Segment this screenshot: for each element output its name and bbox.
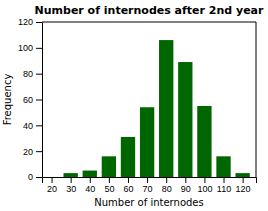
bar: [83, 171, 97, 177]
tick-label: 80: [162, 184, 172, 194]
tick-mark: [36, 125, 42, 126]
tick-mark: [71, 177, 72, 183]
tick-label: 60: [123, 184, 133, 194]
tick: 50: [104, 177, 114, 194]
tick: 110: [217, 177, 231, 194]
axis-line: [36, 23, 43, 178]
tick-label: 70: [143, 184, 153, 194]
tick: 80: [23, 69, 42, 79]
x-axis-title: Number of internodes: [94, 197, 203, 208]
tick-mark: [128, 177, 129, 183]
bar: [44, 177, 58, 178]
y-axis: 0 20 40 60 80 100 120: [18, 17, 43, 182]
tick-label: 120: [18, 17, 33, 27]
tick: 0: [28, 172, 42, 182]
tick-mark: [36, 22, 42, 23]
tick: 60: [23, 95, 42, 105]
tick-label: 110: [217, 184, 231, 194]
tick: 100: [18, 43, 42, 53]
tick-mark: [224, 177, 225, 183]
bar: [63, 173, 77, 177]
axis-line: [43, 178, 257, 184]
frame: [256, 22, 257, 177]
tick-mark: [36, 48, 42, 49]
y-axis-title: Frequency: [2, 74, 13, 126]
tick-label: 100: [18, 43, 33, 53]
frame: [42, 22, 256, 23]
x-axis: 20 30 40 50 60 70 80 90 100 110 120: [43, 177, 257, 194]
bar: [235, 173, 249, 177]
tick-label: 80: [23, 69, 33, 79]
tick-label: 40: [85, 184, 95, 194]
tick-mark: [36, 151, 42, 152]
tick-label: 50: [104, 184, 114, 194]
tick-mark: [166, 177, 167, 183]
bar: [140, 107, 154, 177]
tick: 20: [23, 147, 42, 157]
tick-mark: [185, 177, 186, 183]
bar: [216, 156, 230, 177]
tick-label: 100: [197, 184, 212, 194]
plot-area: 20 30 40 50 60 70 80 90 100 110 120 0 20 40 60 80 100 120: [18, 17, 257, 194]
tick: 80: [162, 177, 172, 194]
title: Number of internodes after 2nd year: [35, 4, 265, 17]
tick-label: 120: [236, 184, 251, 194]
tick-mark: [204, 177, 205, 183]
tick-mark: [36, 74, 42, 75]
tick-mark: [36, 177, 42, 178]
tick-label: 20: [47, 184, 57, 194]
tick-label: 40: [23, 121, 33, 131]
bars: [63, 40, 249, 177]
tick-mark: [36, 100, 42, 101]
tick-mark: [52, 177, 53, 183]
tick: 40: [85, 177, 95, 194]
tick: 90: [181, 177, 191, 194]
bar: [102, 156, 116, 177]
tick: 120: [236, 177, 251, 194]
tick: 100: [197, 177, 212, 194]
tick: 40: [23, 121, 42, 131]
bar: [197, 106, 211, 177]
tick-mark: [243, 177, 244, 183]
tick-label: 60: [23, 95, 33, 105]
tick: 30: [66, 177, 76, 194]
tick-label: 30: [66, 184, 76, 194]
chart: 20 30 40 50 60 70 80 90 100 110 120 0 20 40 60 80 100 120…: [0, 0, 268, 211]
tick-label: 0: [28, 172, 33, 182]
bar: [159, 40, 173, 177]
tick: 60: [123, 177, 133, 194]
bar: [178, 62, 192, 177]
tick-mark: [147, 177, 148, 183]
bar: [121, 137, 135, 177]
tick-mark: [90, 177, 91, 183]
tick: 20: [47, 177, 57, 194]
tick: 70: [143, 177, 153, 194]
tick-mark: [109, 177, 110, 183]
tick-label: 90: [181, 184, 191, 194]
tick-label: 20: [23, 147, 33, 157]
tick: 120: [18, 17, 42, 27]
